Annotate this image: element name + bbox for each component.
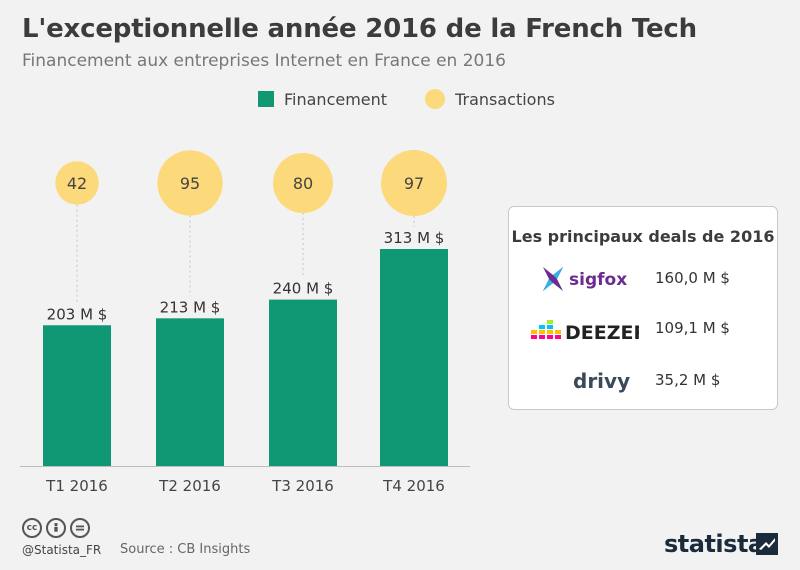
bar-financement	[269, 299, 337, 466]
statista-logo-mark-icon	[756, 533, 778, 555]
legend-label-transactions: Transactions	[455, 89, 555, 109]
deal-amount-sigfox: 160,0 M $	[655, 269, 730, 287]
deal-amount-deezer: 109,1 M $	[655, 319, 730, 337]
cc-by-icon[interactable]	[46, 518, 66, 538]
license-icons: cc	[22, 518, 94, 538]
bubble-transactions	[381, 150, 447, 216]
top-deals-panel: Les principaux deals de 2016 sigfox 160,…	[508, 206, 778, 410]
bubble-value-label: 42	[67, 174, 87, 193]
source-note: Source : CB Insights	[120, 542, 251, 557]
sigfox-logo: sigfox	[543, 267, 627, 291]
bar-financement	[156, 318, 224, 466]
bar-financement	[380, 249, 448, 466]
x-tick-label: T2 2016	[158, 477, 221, 495]
bar-value-label: 203 M $	[47, 305, 108, 323]
legend-item-transactions: Transactions	[425, 89, 555, 109]
sigfox-logo-text: sigfox	[569, 270, 627, 290]
bar-value-label: 313 M $	[384, 229, 445, 247]
top-deals-title: Les principaux deals de 2016	[511, 227, 775, 246]
bubble-transactions	[157, 150, 223, 216]
bar-financement	[43, 325, 111, 466]
deal-row-drivy: drivy 35,2 M $	[509, 361, 777, 401]
bubble-value-label: 80	[293, 174, 313, 193]
statista-handle[interactable]: @Statista_FR	[22, 543, 102, 557]
bubble-value-label: 97	[404, 174, 424, 193]
legend-label-financement: Financement	[284, 89, 388, 109]
legend-swatch-transactions	[425, 89, 446, 109]
legend-item-financement: Financement	[258, 90, 387, 109]
legend-swatch-financement	[258, 91, 274, 107]
deezer-logo-text: DEEZER	[565, 322, 639, 344]
bubble-value-label: 95	[180, 174, 200, 193]
x-tick-label: T4 2016	[382, 477, 445, 495]
deezer-logo: DEEZER	[531, 320, 639, 344]
cc-nd-icon[interactable]	[70, 518, 90, 538]
legend: Financement Transactions	[258, 89, 593, 109]
drivy-logo: drivy	[573, 369, 630, 393]
chart-title: L'exceptionnelle année 2016 de la French…	[22, 14, 697, 44]
deal-row-deezer: DEEZER 109,1 M $	[509, 309, 777, 349]
bubble-transactions	[273, 153, 333, 213]
deal-row-sigfox: sigfox 160,0 M $	[509, 259, 777, 299]
cc-icon[interactable]: cc	[22, 518, 42, 538]
x-tick-label: T1 2016	[45, 477, 108, 495]
x-tick-label: T3 2016	[271, 477, 334, 495]
bar-value-label: 213 M $	[160, 298, 221, 316]
chart-subtitle: Financement aux entreprises Internet en …	[22, 51, 506, 71]
deal-amount-drivy: 35,2 M $	[655, 371, 721, 389]
bubble-transactions	[55, 161, 99, 205]
statista-logo-text[interactable]: statista	[664, 530, 764, 558]
bar-value-label: 240 M $	[273, 280, 334, 298]
drivy-logo-text: drivy	[573, 369, 630, 393]
